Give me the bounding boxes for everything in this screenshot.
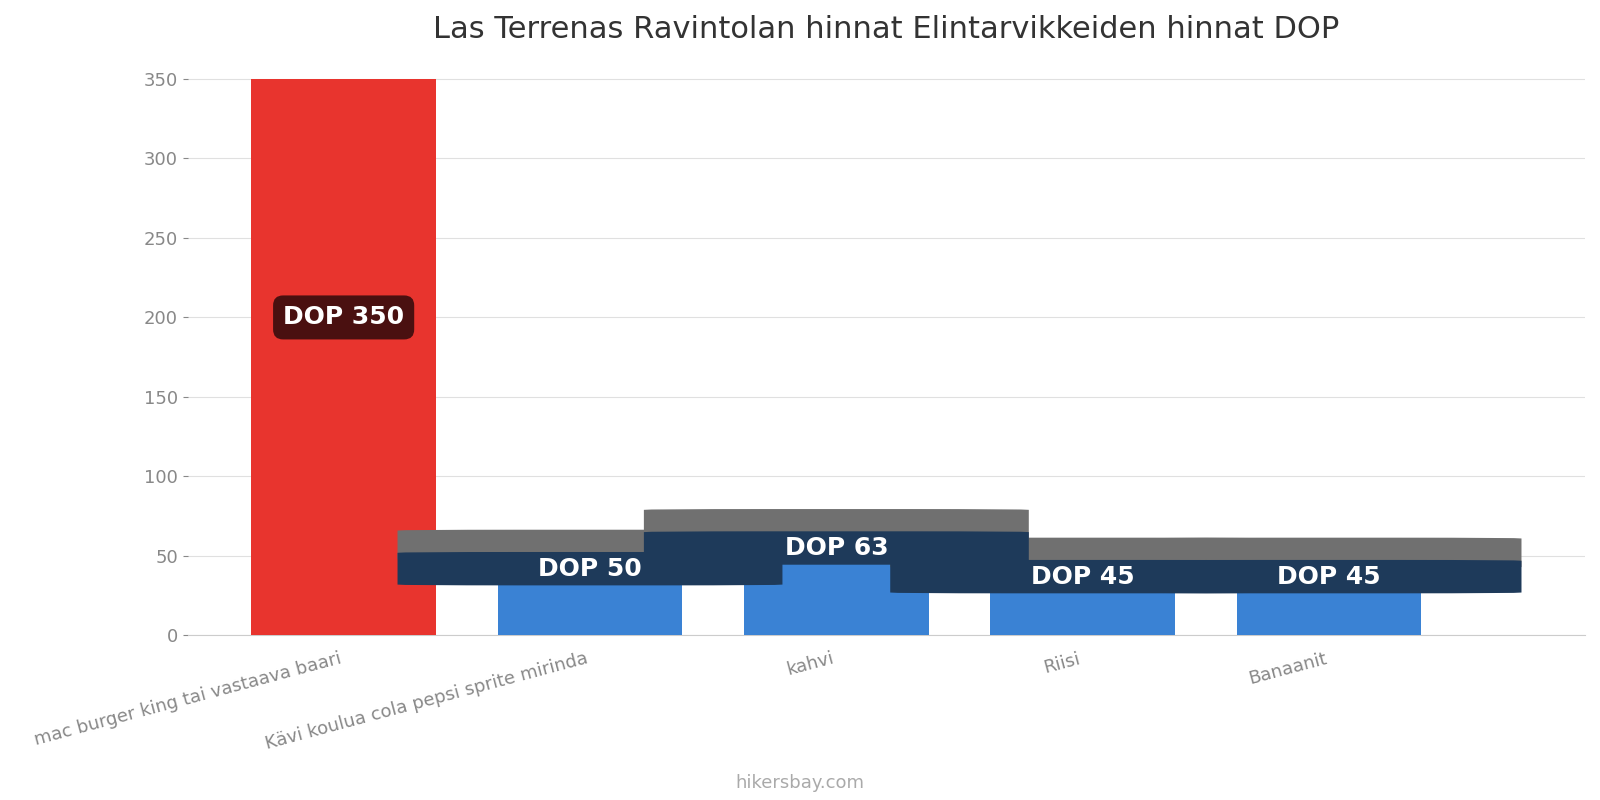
Bar — [990, 564, 1174, 635]
Text: hikersbay.com: hikersbay.com — [736, 774, 864, 792]
FancyBboxPatch shape — [643, 531, 1029, 565]
Bar — [744, 535, 928, 635]
FancyBboxPatch shape — [1136, 560, 1522, 594]
Text: DOP 45: DOP 45 — [1277, 565, 1381, 589]
Text: DOP 45: DOP 45 — [1030, 565, 1134, 589]
FancyBboxPatch shape — [890, 560, 1275, 594]
FancyBboxPatch shape — [890, 538, 1275, 568]
FancyBboxPatch shape — [1136, 538, 1522, 568]
Bar — [498, 556, 682, 635]
Bar — [251, 79, 437, 635]
Title: Las Terrenas Ravintolan hinnat Elintarvikkeiden hinnat DOP: Las Terrenas Ravintolan hinnat Elintarvi… — [434, 15, 1339, 44]
Bar — [1237, 564, 1421, 635]
Text: DOP 350: DOP 350 — [283, 306, 405, 330]
FancyBboxPatch shape — [643, 509, 1029, 539]
FancyBboxPatch shape — [397, 552, 782, 586]
FancyBboxPatch shape — [397, 530, 782, 560]
Text: DOP 50: DOP 50 — [538, 557, 642, 581]
Text: DOP 63: DOP 63 — [784, 536, 888, 560]
